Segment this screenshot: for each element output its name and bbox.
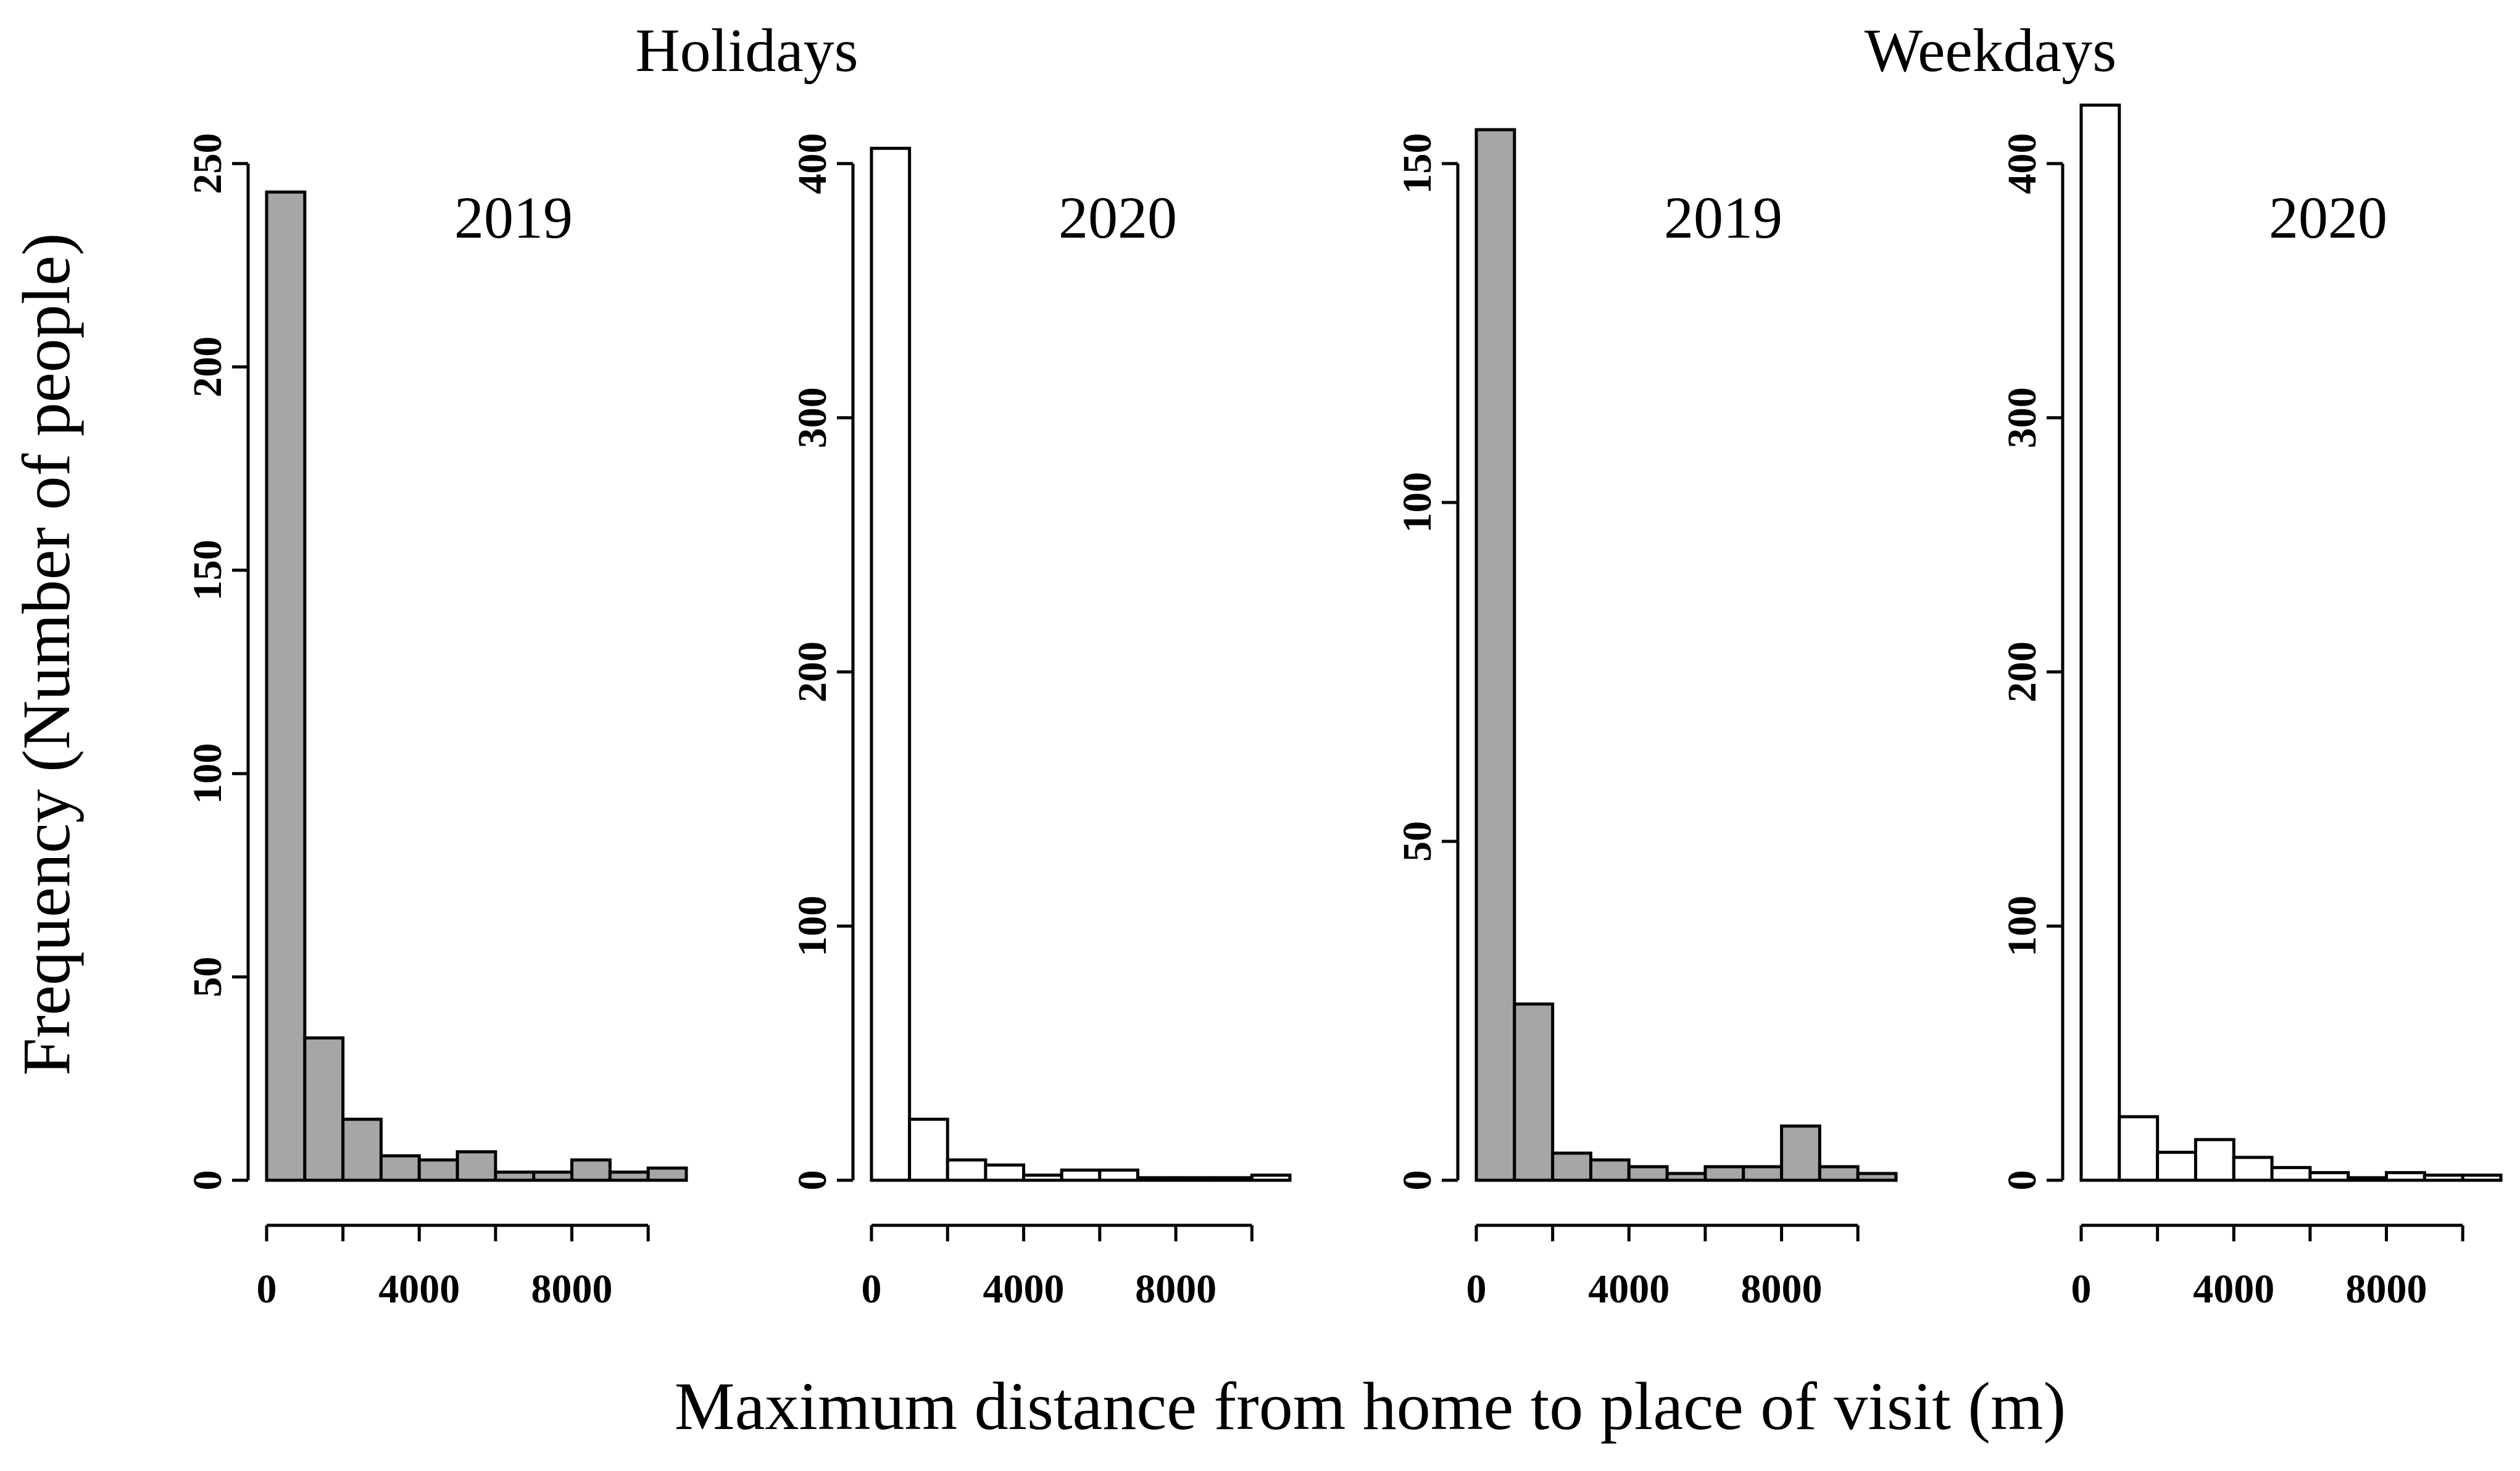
x-tick-label: 4000: [378, 1267, 460, 1312]
x-tick-label: 4000: [983, 1267, 1065, 1312]
y-tick-label: 400: [790, 133, 835, 194]
group-title-weekdays: Weekdays: [1865, 16, 2116, 85]
x-tick-label: 0: [1466, 1267, 1487, 1312]
x-tick-label: 8000: [1741, 1267, 1823, 1312]
histogram-bar: [1665, 1172, 1707, 1182]
histogram-bar: [1627, 1165, 1669, 1182]
histogram-bar: [1742, 1165, 1784, 1182]
histogram-bar: [1212, 1176, 1254, 1182]
histogram-bar: [1474, 128, 1516, 1182]
y-tick-label: 100: [185, 743, 230, 804]
x-tick-label: 8000: [1135, 1267, 1216, 1312]
histogram-bar: [646, 1166, 688, 1182]
y-tick-label: 0: [185, 1170, 230, 1191]
histogram-bar: [265, 190, 307, 1182]
histogram-bar: [455, 1150, 497, 1182]
histogram-bar: [1780, 1124, 1821, 1182]
histogram-bar: [1136, 1176, 1178, 1182]
histogram-bar: [946, 1158, 988, 1182]
histogram-bar: [570, 1158, 612, 1182]
y-tick-label: 200: [2000, 641, 2045, 702]
x-tick-label: 4000: [1588, 1267, 1670, 1312]
histogram-bar: [1250, 1173, 1292, 1182]
histogram-bar: [1551, 1151, 1592, 1182]
histogram-bar: [417, 1158, 459, 1182]
histogram-bar: [532, 1170, 574, 1182]
y-tick-label: 300: [2000, 387, 2045, 448]
y-tick-label: 200: [185, 336, 230, 398]
y-tick-label: 0: [790, 1170, 835, 1191]
panel-title: 2019: [1664, 185, 1782, 251]
histogram-bar: [1856, 1172, 1898, 1182]
y-tick-label: 100: [790, 896, 835, 957]
panel-holidays-2019: 0 50 100 150 200 250 0 4000 8000 2019: [185, 133, 688, 1312]
histogram-bar: [2156, 1151, 2197, 1182]
x-axis-title: Maximum distance from home to place of v…: [675, 1369, 2066, 1444]
histogram-bar: [1703, 1165, 1745, 1182]
histogram-bar: [2308, 1171, 2350, 1182]
histogram-bar: [1589, 1158, 1631, 1182]
histogram-bar: [984, 1163, 1026, 1182]
y-tick-label: 0: [1395, 1170, 1440, 1191]
x-tick-label: 4000: [2193, 1267, 2274, 1312]
histogram-bar: [2461, 1173, 2503, 1182]
y-axis-title: Frequency (Number of people): [9, 233, 84, 1075]
group-title-holidays: Holidays: [635, 16, 858, 85]
histogram-bar: [1818, 1165, 1860, 1182]
y-tick-label: 100: [2000, 896, 2045, 957]
histogram-bar: [379, 1154, 421, 1182]
y-tick-label: 50: [185, 957, 230, 998]
x-tick-label: 0: [2071, 1267, 2092, 1312]
y-tick-label: 0: [2000, 1170, 2045, 1191]
histogram-bar: [2422, 1173, 2464, 1182]
histogram-bar: [2347, 1176, 2389, 1182]
y-tick-label: 150: [185, 540, 230, 601]
histogram-bar: [303, 1036, 345, 1182]
y-tick-label: 200: [790, 641, 835, 702]
y-tick-label: 400: [2000, 133, 2045, 194]
histogram-bar: [2385, 1171, 2426, 1182]
histogram-bar: [1174, 1176, 1216, 1182]
y-tick-label: 50: [1395, 821, 1440, 862]
histogram-bar: [494, 1170, 536, 1182]
histogram-bar: [908, 1117, 949, 1182]
x-tick-label: 0: [862, 1267, 882, 1312]
y-tick-label: 250: [185, 133, 230, 194]
histogram-bar: [341, 1117, 383, 1182]
x-tick-label: 8000: [2346, 1267, 2427, 1312]
x-tick-label: 0: [257, 1267, 277, 1312]
histogram-bar: [1513, 1002, 1555, 1182]
panel-title: 2020: [1058, 185, 1177, 251]
panel-weekdays-2019: 0 50 100 150 0 4000 8000 2019: [1395, 128, 1898, 1312]
histogram-bar: [870, 146, 912, 1182]
panel-title: 2019: [454, 185, 573, 251]
y-tick-label: 150: [1395, 133, 1440, 194]
histogram-bar: [1098, 1169, 1139, 1182]
histogram-bar: [608, 1170, 650, 1182]
histogram-bar: [2194, 1138, 2235, 1182]
histogram-bar: [1022, 1173, 1063, 1182]
histogram-bar: [2079, 103, 2121, 1182]
histogram-bar: [2232, 1156, 2274, 1182]
y-tick-label: 100: [1395, 472, 1440, 533]
panel-title: 2020: [2269, 185, 2387, 251]
y-tick-label: 300: [790, 387, 835, 448]
histogram-bar: [2270, 1165, 2312, 1182]
x-tick-label: 8000: [531, 1267, 613, 1312]
histogram-bar: [1060, 1169, 1102, 1182]
histogram-bar: [2118, 1115, 2160, 1182]
